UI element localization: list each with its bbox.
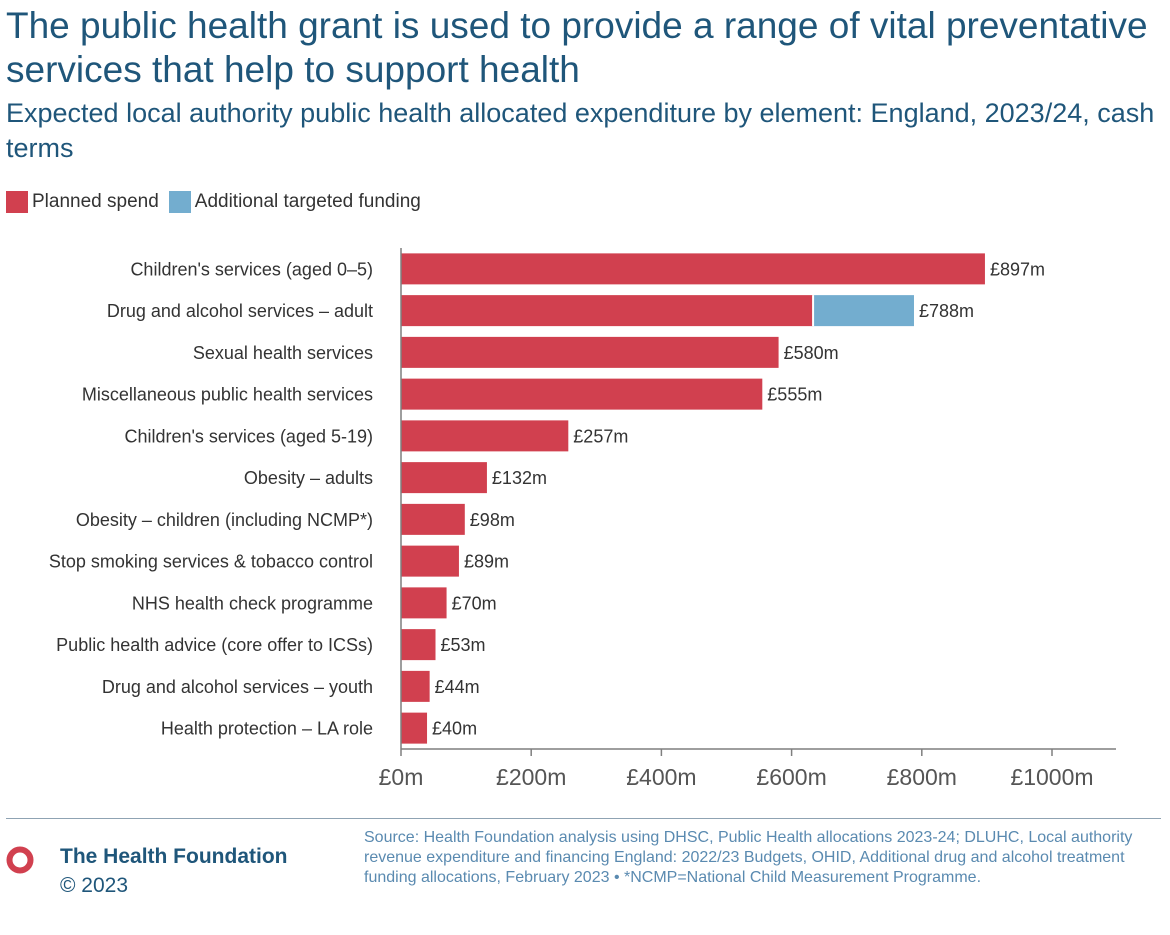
bar-planned <box>401 336 779 368</box>
legend: Planned spend Additional targeted fundin… <box>6 191 431 213</box>
legend-item-planned: Planned spend <box>6 191 159 213</box>
footer-divider <box>6 818 1161 819</box>
x-tick-label: £0m <box>379 764 424 790</box>
data-label: £580m <box>784 343 839 363</box>
data-label: £257m <box>573 426 628 446</box>
chart-subtitle: Expected local authority public health a… <box>6 98 1155 163</box>
category-label: Sexual health services <box>193 343 373 363</box>
x-tick-label: £800m <box>887 764 957 790</box>
legend-swatch-planned <box>6 191 28 213</box>
category-label: Miscellaneous public health services <box>82 385 373 405</box>
chart-title: The public health grant is used to provi… <box>6 5 1148 90</box>
bar-chart: Children's services (aged 0–5) £897m Drug … <box>49 248 1116 790</box>
bar-planned <box>401 712 428 744</box>
bar-planned <box>401 503 465 535</box>
bar-planned <box>401 420 569 452</box>
data-label: £40m <box>432 719 477 739</box>
category-label: Obesity – children (including NCMP*) <box>76 510 373 530</box>
bar-planned <box>401 587 447 619</box>
bar-planned <box>401 670 430 702</box>
legend-label-planned: Planned spend <box>32 191 159 212</box>
bar-planned <box>401 253 985 285</box>
data-label: £44m <box>435 677 480 697</box>
category-label: Obesity – adults <box>244 468 373 488</box>
data-label: £98m <box>470 510 515 530</box>
x-tick-label: £200m <box>496 764 566 790</box>
bar-planned <box>401 629 436 661</box>
category-label: Health protection – LA role <box>161 719 373 739</box>
data-label: £53m <box>441 635 486 655</box>
category-label: Drug and alcohol services – youth <box>102 677 373 697</box>
footer-source: Source: Health Foundation analysis using… <box>364 829 1133 886</box>
data-label: £788m <box>919 301 974 321</box>
bar-additional <box>813 295 914 327</box>
category-label: NHS health check programme <box>132 593 373 613</box>
footer-brand: The Health Foundation <box>60 845 288 868</box>
data-label: £70m <box>452 593 497 613</box>
bar-planned <box>401 378 763 410</box>
bar-planned <box>401 545 459 577</box>
legend-swatch-additional <box>168 191 191 213</box>
legend-label-additional: Additional targeted funding <box>194 191 421 212</box>
x-tick-label: £600m <box>756 764 826 790</box>
health-foundation-logo-icon <box>6 846 34 874</box>
data-label: £89m <box>464 552 509 572</box>
legend-item-additional: Additional targeted funding <box>168 191 421 213</box>
data-label: £132m <box>492 468 547 488</box>
category-label: Public health advice (core offer to ICSs… <box>56 635 373 655</box>
footer-copyright: © 2023 <box>60 874 129 897</box>
x-tick-label: £400m <box>626 764 696 790</box>
category-label: Stop smoking services & tobacco control <box>49 552 373 572</box>
data-label: £897m <box>990 259 1045 279</box>
category-label: Drug and alcohol services – adult <box>107 301 373 321</box>
category-label: Children's services (aged 0–5) <box>130 259 373 279</box>
bar-planned <box>401 462 487 494</box>
category-label: Children's services (aged 5-19) <box>124 426 373 446</box>
x-tick-label: £1000m <box>1010 764 1093 790</box>
bar-planned <box>401 295 814 327</box>
data-label: £555m <box>767 385 822 405</box>
